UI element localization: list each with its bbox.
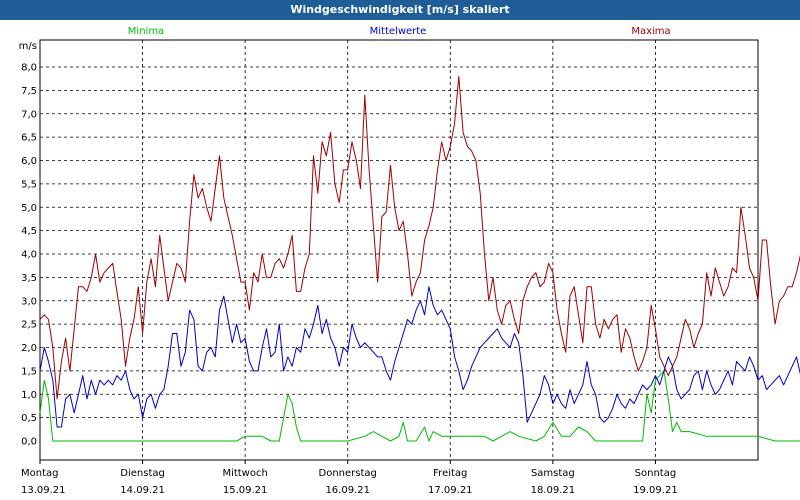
day-label: Samstag xyxy=(531,468,575,479)
day-label: Mittwoch xyxy=(222,468,267,479)
day-label: Dienstag xyxy=(120,468,165,479)
y-tick-label: 3,5 xyxy=(21,273,37,284)
series-line-minima xyxy=(39,370,800,442)
day-label: Donnerstag xyxy=(319,468,377,479)
day-label: Freitag xyxy=(433,468,467,479)
date-label: 18.09.21 xyxy=(531,485,576,496)
y-tick-label: 2,5 xyxy=(21,320,37,331)
y-tick-label: 5,0 xyxy=(21,203,37,214)
day-label: Montag xyxy=(21,468,58,479)
legend-mittelwerte: Mittelwerte xyxy=(370,26,427,37)
date-label: 16.09.21 xyxy=(325,485,370,496)
wind-speed-chart: 0,0 0,5 1,0 1,5 2,0 2,5 3,0 3,5 4,0 4,5 5,0 5,5 6,0 6… xyxy=(19,26,800,496)
y-tick-label: 5,5 xyxy=(21,179,37,190)
window-title: Windgeschwindigkeit [m/s] skaliert xyxy=(0,0,800,20)
y-tick-label: 4,0 xyxy=(21,250,37,261)
date-label: 13.09.21 xyxy=(21,485,66,496)
y-tick-label: 7,5 xyxy=(21,86,37,97)
y-tick-label: 1,0 xyxy=(21,390,37,401)
date-label: 17.09.21 xyxy=(428,485,473,496)
date-label: 15.09.21 xyxy=(223,485,268,496)
date-label: 19.09.21 xyxy=(633,485,678,496)
y-tick-label: 6,5 xyxy=(21,133,37,144)
y-tick-label: 0,5 xyxy=(21,413,37,424)
series-line-mittelwerte xyxy=(39,286,800,428)
y-tick-label: 1,5 xyxy=(21,366,37,377)
y-tick-label: 3,0 xyxy=(21,296,37,307)
legend-minima: Minima xyxy=(128,26,164,37)
day-label: Sonntag xyxy=(635,468,677,479)
y-tick-label: 6,0 xyxy=(21,156,37,167)
y-tick-label: 4,5 xyxy=(21,226,37,237)
y-tick-label: 8,0 xyxy=(21,63,37,74)
series-line-maxima xyxy=(39,75,800,400)
date-label: 14.09.21 xyxy=(120,485,165,496)
y-tick-label: 2,0 xyxy=(21,343,37,354)
y-tick-label: 0,0 xyxy=(21,437,37,448)
legend-maxima: Maxima xyxy=(631,26,670,37)
plot-area xyxy=(39,39,759,461)
y-axis-unit: m/s xyxy=(19,41,37,52)
y-tick-label: 7,0 xyxy=(21,109,37,120)
